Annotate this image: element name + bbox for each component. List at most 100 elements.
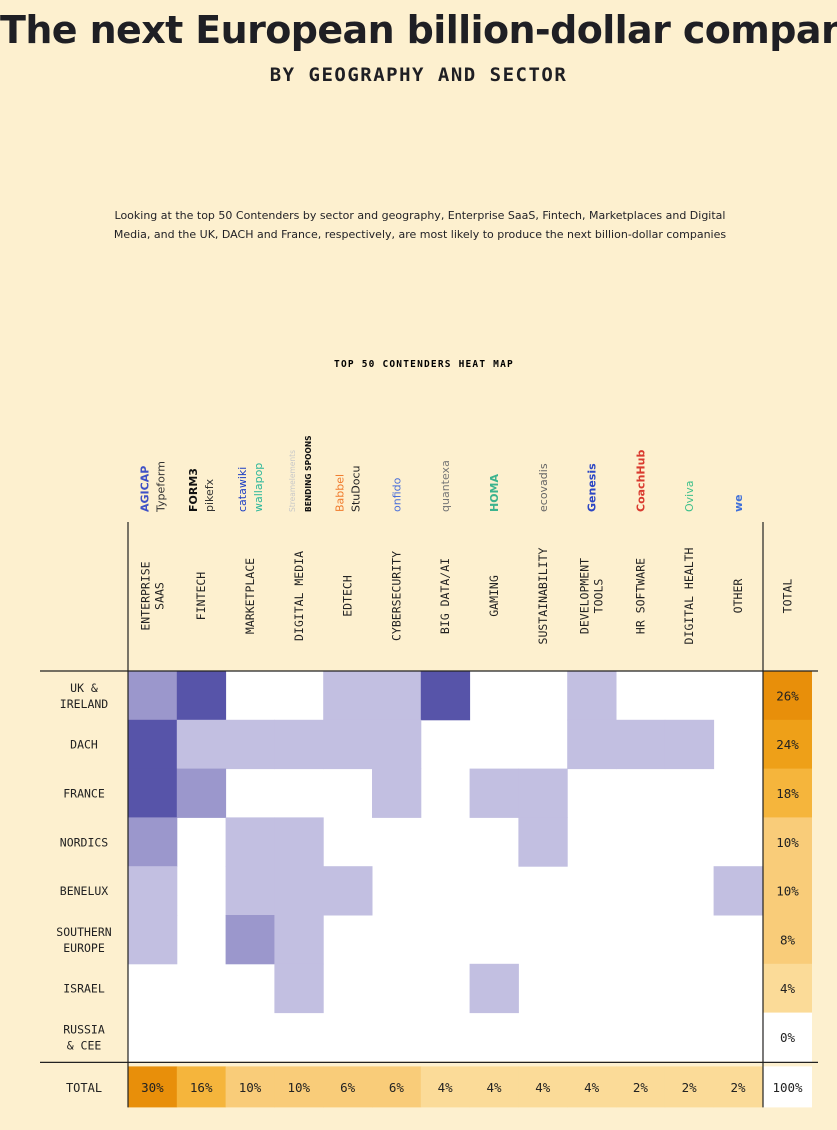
heat-cell [323,866,373,916]
column-total-cell [420,1066,471,1108]
column-total-cell [469,1066,519,1108]
column-total-cell [128,1066,178,1108]
heat-cell [567,719,617,770]
column-total-label: 4% [535,1080,551,1095]
row-total-label: 4% [780,981,796,996]
column-total-label: 6% [340,1080,356,1095]
row-label: SOUTHERN EUROPE [56,925,111,955]
heat-cell [128,817,178,867]
company-logo: StuDocu [350,466,363,513]
column-header: EDTECH [341,575,355,617]
company-logo-text: we [732,494,745,512]
row-total-label: 10% [776,884,799,899]
heat-cell [274,915,324,965]
company-logo: Genesis [586,463,599,512]
company-logo: catawiki [236,467,249,512]
company-logo-text: Streamelements [288,450,297,512]
heat-cell [372,768,422,818]
column-header-label: MARKETPLACE [243,558,257,634]
company-logo-text: wallapop [252,463,265,512]
column-total-label: 10% [288,1080,311,1095]
row-total-cell [763,817,812,867]
heat-cell [176,768,227,818]
company-logo-text: Typeform [154,461,167,513]
column-header-label: TOTAL [781,579,795,614]
column-total-label: 4% [486,1080,502,1095]
row-label: DACH [70,738,98,752]
heatmap-cells [128,671,812,1108]
column-total-label: 6% [389,1080,405,1095]
row-label: BENELUX [60,884,109,898]
column-total-label: 10% [239,1080,262,1095]
column-total-cell [616,1066,666,1108]
column-header-label: FINTECH [194,572,208,621]
column-header-label: CYBERSECURITY [389,551,403,641]
row-label: FRANCE [63,787,105,801]
column-header: MARKETPLACE [243,558,257,634]
column-header-label: OTHER [731,579,745,614]
company-logo: FORM3 [187,468,200,512]
column-header-label: DEVELOPMENTTOOLS [578,558,606,634]
column-total-cell [372,1066,422,1108]
column-header: DEVELOPMENTTOOLS [578,558,606,634]
column-total-cell [225,1066,275,1108]
column-total-label: 30% [141,1080,164,1095]
column-header-label: HR SOFTWARE [633,558,647,634]
heat-cell [128,768,178,818]
heat-cell [616,719,666,770]
row-label: RUSSIA & CEE [63,1023,105,1053]
column-total-cell [567,1066,617,1108]
heat-cell [567,671,617,721]
column-header: SUSTAINABILITY [536,547,550,644]
heat-cell [176,671,227,721]
row-total-cell [763,915,812,965]
company-logo-text: Genesis [586,463,599,512]
total-row-label: TOTAL [66,1081,102,1095]
company-logo: quantexa [439,460,452,512]
company-logo: onfido [390,477,403,512]
heat-cell [225,915,275,965]
heat-cell [225,866,275,916]
column-total-label: 2% [682,1080,698,1095]
company-logo: CoachHub [634,450,647,512]
heat-cell [420,671,471,721]
column-header: TOTAL [781,579,795,614]
column-total-label: 16% [190,1080,213,1095]
column-total-label: 4% [438,1080,454,1095]
row-total-label: 10% [776,835,799,850]
heat-cell [469,963,519,1014]
row-total-label: 26% [776,688,799,703]
heat-cell [274,866,324,916]
heat-cell [274,817,324,867]
column-header: GAMING [487,575,501,617]
description-text: Looking at the top 50 Contenders by sect… [113,209,727,241]
company-logo: Oviva [683,481,696,512]
heat-cell [372,719,422,770]
company-logo: AGICAP [138,466,151,512]
company-logo-text: Oviva [683,481,696,512]
company-logos: AGICAP Typeform FORM3 pikefx catawiki wallapo… [138,435,745,513]
row-total-label: 8% [780,932,796,947]
column-header-label: EDTECH [341,575,355,617]
heat-cell [372,671,422,721]
heat-cell [469,768,519,818]
column-header: HR SOFTWARE [633,558,647,634]
row-label: ISRAEL [63,982,105,996]
column-total-cell [664,1066,715,1108]
heat-cell [128,719,178,770]
chart-title: TOP 50 CONTENDERS HEAT MAP [334,359,514,370]
company-logo-text: onfido [390,477,403,512]
column-header: DIGITAL MEDIA [292,551,306,641]
heat-cell [518,768,568,818]
column-header-label: DIGITAL HEALTH [682,547,696,644]
row-total-cell [763,768,812,818]
company-logo: wallapop [252,463,265,512]
heat-cell [225,719,275,770]
column-header: DIGITAL HEALTH [682,547,696,644]
grand-total-cell [763,1066,812,1108]
heat-cell [128,915,178,965]
row-total-cell [763,719,812,770]
row-total-label: 24% [776,737,799,752]
company-logo-text: ecovadis [537,463,550,512]
